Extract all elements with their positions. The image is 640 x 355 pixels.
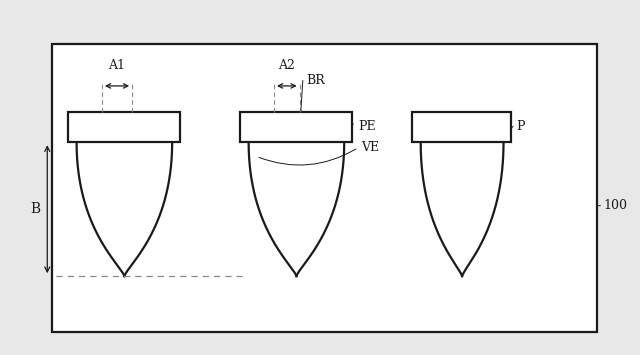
Bar (52, 44, 597, 333)
Text: A1: A1 (109, 59, 125, 72)
Bar (412, 112, 511, 142)
Text: P: P (516, 120, 525, 133)
Bar (68, 112, 180, 142)
Text: BR: BR (306, 74, 324, 87)
Text: VE: VE (362, 141, 380, 154)
Bar (241, 112, 352, 142)
Text: A2: A2 (278, 59, 295, 72)
Text: 100: 100 (604, 199, 628, 212)
Text: PE: PE (358, 120, 376, 133)
Text: B: B (30, 202, 40, 216)
